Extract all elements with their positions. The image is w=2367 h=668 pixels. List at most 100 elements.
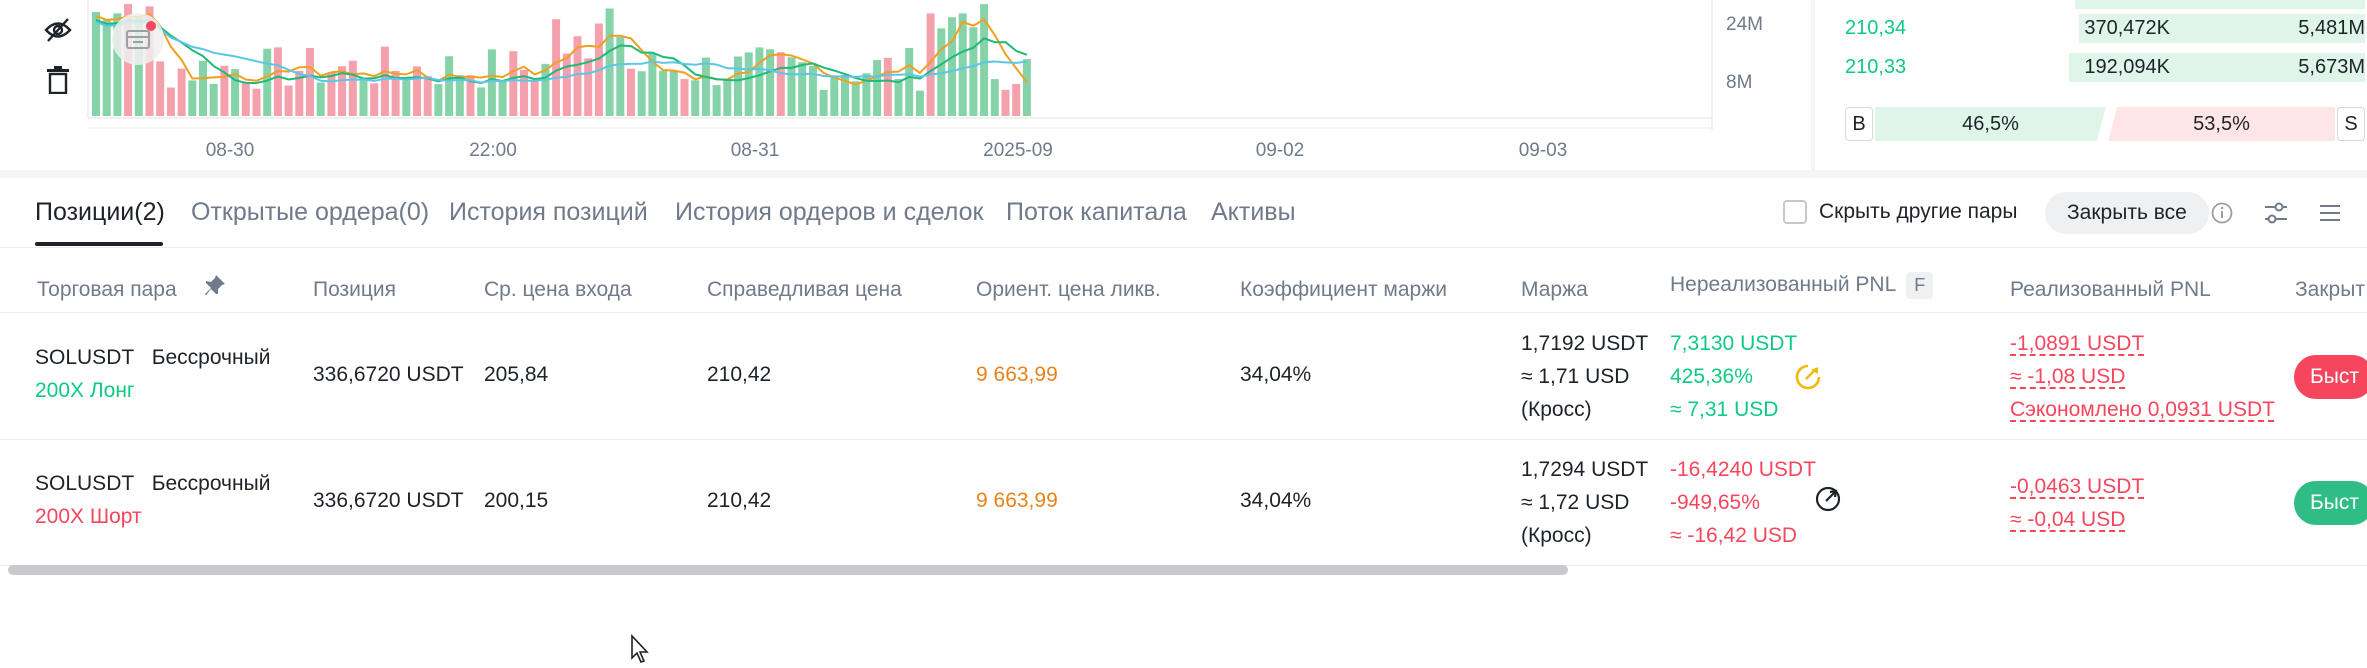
positions-table-header: Торговая пара Позиция Ср. цена входа Спр… xyxy=(0,248,2367,313)
volume-bar xyxy=(402,80,411,116)
volume-bar xyxy=(220,65,229,116)
volume-bar xyxy=(188,80,197,116)
volume-bar xyxy=(1012,84,1021,116)
table-row[interactable]: SOLUSDT Бессрочный 200X Шорт 336,6720 US… xyxy=(0,440,2367,566)
bid-size: 192,094K xyxy=(2084,56,2170,78)
bid-price: 210,34 xyxy=(1845,17,1907,39)
price-chart[interactable]: 24M 8M 08-30 22:00 08-31 2025-09 09-02 0… xyxy=(0,0,1813,170)
volume-bar xyxy=(562,53,571,116)
volume-bar xyxy=(445,56,454,116)
volume-bar xyxy=(980,4,989,117)
upnl-usd: ≈ 7,31 USD xyxy=(1670,398,1779,421)
volume-bar xyxy=(102,19,111,116)
volume-bar xyxy=(766,49,775,116)
time-axis-label: 08-31 xyxy=(730,140,780,161)
volume-bar xyxy=(156,61,165,116)
bid-total: 5,481M xyxy=(2298,17,2365,39)
rpnl-usdt: -1,0891 USDT xyxy=(2010,332,2145,355)
volume-bar xyxy=(338,66,347,116)
hide-indicators-icon[interactable] xyxy=(40,12,76,48)
volume-bar xyxy=(327,72,336,116)
hide-pairs-label: Скрыть другие пары xyxy=(1819,200,2018,223)
volume-bar xyxy=(134,15,143,117)
volume-bar xyxy=(841,74,849,116)
share-pnl-icon[interactable] xyxy=(1814,485,1842,519)
volume-bar xyxy=(691,80,700,116)
horizontal-scrollbar[interactable] xyxy=(8,565,1568,575)
leverage-side: 200X Лонг xyxy=(35,379,135,402)
header-liq-price[interactable]: Ориент. цена ликв. xyxy=(976,278,1161,301)
tab-capital-flow[interactable]: Поток капитала xyxy=(1006,198,1187,226)
contract-type: Бессрочный xyxy=(151,472,271,495)
volume-bar xyxy=(498,80,507,116)
tab-assets[interactable]: Активы xyxy=(1211,198,1296,226)
volume-bar xyxy=(209,83,218,116)
pair-symbol[interactable]: SOLUSDT Бессрочный xyxy=(35,346,270,370)
header-margin[interactable]: Маржа xyxy=(1521,278,1588,301)
upnl-pct: 425,36% xyxy=(1670,365,1753,388)
info-icon[interactable] xyxy=(2207,198,2237,228)
volume-bar xyxy=(241,83,250,116)
table-row[interactable]: SOLUSDT Бессрочный 200X Лонг 336,6720 US… xyxy=(0,314,2367,440)
volume-bar xyxy=(530,80,539,116)
margin-mode: (Кросс) xyxy=(1521,524,1592,547)
header-position[interactable]: Позиция xyxy=(313,278,397,301)
volume-bar xyxy=(316,82,325,116)
panel-divider xyxy=(1811,0,1815,170)
header-pair[interactable]: Торговая пара xyxy=(37,278,177,301)
bid-size: 370,472K xyxy=(2084,17,2170,39)
pnl-mode-badge[interactable]: F xyxy=(1906,272,1934,299)
entry-price: 200,15 xyxy=(484,489,549,512)
hide-other-pairs-toggle[interactable]: Скрыть другие пары xyxy=(1783,200,2017,224)
upnl-usdt: 7,3130 USDT xyxy=(1670,332,1798,355)
bid-total: 5,673M xyxy=(2298,56,2365,78)
header-close: Закрыт xyxy=(2295,278,2365,301)
volume-bar xyxy=(926,13,935,116)
realized-pnl[interactable]: -1,0891 USDT ≈ -1,08 USD Сэкономлено 0,0… xyxy=(2010,327,2275,426)
volume-bar xyxy=(915,90,924,116)
pin-icon[interactable] xyxy=(203,274,227,304)
header-margin-ratio[interactable]: Коэффициент маржи xyxy=(1240,278,1447,301)
orderbook-row[interactable]: 210,33 192,094K 5,673M xyxy=(1845,51,2365,84)
time-axis-label: 09-03 xyxy=(1518,140,1568,161)
volume-bar xyxy=(252,88,261,116)
header-realized-pnl[interactable]: Реализованный PNL xyxy=(2010,278,2211,301)
share-pnl-icon[interactable] xyxy=(1794,363,1822,397)
volume-bar xyxy=(723,78,732,116)
header-fair-price[interactable]: Справедливая цена xyxy=(707,278,902,301)
volume-bar xyxy=(637,71,646,116)
volume-bar xyxy=(669,71,678,116)
hide-pairs-checkbox[interactable] xyxy=(1783,200,1807,224)
list-menu-icon[interactable] xyxy=(2315,198,2345,228)
tab-open-orders[interactable]: Открытые ордера(0) xyxy=(191,198,430,226)
volume-bar xyxy=(851,81,860,116)
time-axis-label: 2025-09 xyxy=(983,140,1053,161)
volume-bar xyxy=(830,76,839,116)
volume-bar xyxy=(605,8,614,116)
tab-positions[interactable]: Позиции(2) xyxy=(35,198,165,226)
volume-bar xyxy=(166,87,175,116)
header-unrealized-pnl[interactable]: Нереализованный PNL F xyxy=(1670,272,1934,299)
orderbook-row[interactable]: 210,34 370,472K 5,481M xyxy=(1845,12,2365,45)
header-entry-price[interactable]: Ср. цена входа xyxy=(484,278,632,301)
volume-bar xyxy=(744,52,753,116)
quick-close-button[interactable]: Быст xyxy=(2294,481,2367,525)
delete-drawings-icon[interactable] xyxy=(40,62,76,98)
tab-order-trade-history[interactable]: История ордеров и сделок xyxy=(675,198,984,226)
volume-bar xyxy=(284,85,293,116)
unrealized-pnl: -16,4240 USDT -949,65% ≈ -16,42 USD xyxy=(1670,453,1816,552)
quick-close-button[interactable]: Быст xyxy=(2294,355,2367,399)
pair-symbol[interactable]: SOLUSDT Бессрочный xyxy=(35,472,270,496)
orderbook-row-partial xyxy=(1845,0,2365,11)
volume-bar xyxy=(552,19,561,116)
filter-settings-icon[interactable] xyxy=(2261,198,2291,228)
volume-bar xyxy=(819,89,828,116)
event-calendar-icon[interactable] xyxy=(112,13,164,65)
tab-position-history[interactable]: История позиций xyxy=(449,198,648,226)
volume-bar xyxy=(648,53,657,116)
volume-bar xyxy=(958,13,967,116)
volume-bar xyxy=(862,73,871,116)
realized-pnl[interactable]: -0,0463 USDT ≈ -0,04 USD xyxy=(2010,470,2144,536)
close-all-button[interactable]: Закрыть все xyxy=(2045,192,2209,234)
notification-dot xyxy=(146,21,156,31)
